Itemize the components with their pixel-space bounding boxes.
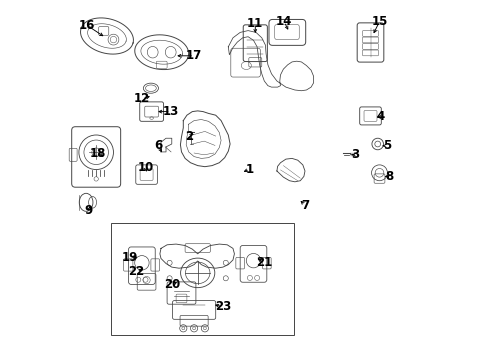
Text: 19: 19 — [122, 251, 138, 264]
Text: 15: 15 — [370, 15, 387, 28]
Text: 21: 21 — [256, 256, 272, 269]
Text: 22: 22 — [128, 265, 144, 278]
Text: 11: 11 — [246, 17, 263, 30]
Text: 18: 18 — [90, 147, 106, 159]
Text: 4: 4 — [376, 111, 384, 123]
Text: 7: 7 — [300, 199, 308, 212]
Text: 20: 20 — [164, 278, 180, 291]
Text: 6: 6 — [154, 139, 162, 152]
Text: 9: 9 — [85, 204, 93, 217]
Text: 3: 3 — [350, 148, 359, 161]
Text: 14: 14 — [275, 15, 292, 28]
Text: 1: 1 — [245, 163, 253, 176]
Text: 13: 13 — [162, 105, 179, 118]
Text: 10: 10 — [137, 161, 153, 174]
Text: 17: 17 — [185, 49, 202, 62]
Text: 23: 23 — [214, 300, 230, 313]
Text: 8: 8 — [385, 170, 393, 183]
Text: 16: 16 — [79, 19, 95, 32]
Text: 12: 12 — [134, 93, 150, 105]
Text: 2: 2 — [184, 130, 192, 143]
Bar — [110, 223, 294, 335]
Text: 5: 5 — [382, 139, 390, 152]
